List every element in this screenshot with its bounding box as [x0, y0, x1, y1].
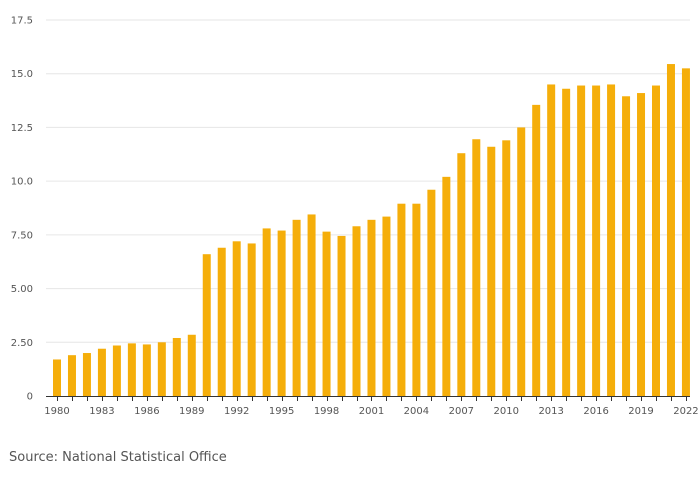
x-tick-label: 1989	[179, 406, 204, 417]
bar-1982	[82, 353, 91, 396]
bar-1983	[97, 348, 106, 396]
bar-2019	[637, 93, 646, 397]
bar-2015	[577, 85, 586, 396]
bar-1997	[307, 214, 316, 396]
bar-chart: 0 2.50 5.00 7.50 10.0 12.5 15.0 17.5 1980 1983 198…	[11, 16, 699, 418]
y-tick-label: 0	[27, 392, 33, 403]
x-tick-label: 1995	[269, 406, 294, 417]
bar-2008	[472, 139, 481, 396]
y-tick-label: 17.5	[11, 16, 33, 27]
axes: 0 2.50 5.00 7.50 10.0 12.5 15.0 17.5 1980 1983 198…	[11, 16, 699, 418]
x-tick-label: 2001	[359, 406, 384, 417]
bar-1980	[53, 359, 61, 396]
bar-1999	[337, 235, 346, 396]
bar-2011	[517, 127, 526, 396]
bar-2001	[367, 219, 376, 396]
bar-1995	[277, 230, 286, 396]
bar-1984	[112, 345, 121, 396]
bar-2020	[652, 85, 660, 396]
bar-2002	[382, 216, 391, 396]
bar-1989	[187, 334, 196, 396]
bar-2016	[592, 85, 601, 396]
bar-1996	[292, 219, 301, 396]
bar-2013	[547, 84, 556, 396]
bar-1994	[262, 228, 271, 396]
bar-2000	[352, 226, 361, 396]
x-tick-label: 2016	[583, 406, 608, 417]
x-tick-label: 1980	[44, 406, 69, 417]
bar-2022	[681, 68, 690, 396]
x-tick-label: 2010	[494, 406, 519, 417]
bar-1987	[157, 342, 166, 396]
y-tick-label: 7.50	[11, 230, 33, 241]
y-tick-label: 15.0	[11, 69, 33, 80]
bar-2007	[457, 153, 466, 396]
bar-2003	[397, 203, 406, 396]
bar-1998	[322, 231, 331, 396]
y-tick-label: 12.5	[11, 123, 33, 134]
y-tick-label: 5.00	[11, 284, 33, 295]
bar-1992	[232, 241, 241, 396]
bar-2004	[412, 203, 421, 396]
x-tick-label: 2013	[538, 406, 563, 417]
x-tick-label: 2004	[404, 406, 429, 417]
bar-1988	[172, 337, 181, 396]
bar-1991	[217, 247, 226, 396]
source-note: Source: National Statistical Office	[9, 450, 227, 465]
bar-1986	[142, 344, 151, 396]
bar-2021	[666, 64, 675, 396]
x-tick-label: 1983	[89, 406, 114, 417]
bar-2006	[442, 176, 451, 396]
bar-1993	[247, 243, 256, 396]
x-tick-label: 1992	[224, 406, 249, 417]
x-tick-label: 1998	[314, 406, 339, 417]
x-tick-label: 1986	[134, 406, 159, 417]
y-tick-label: 10.0	[11, 177, 33, 188]
bar-1981	[67, 355, 76, 396]
y-tick-label: 2.50	[11, 338, 33, 349]
bars	[53, 64, 690, 397]
x-tick-label: 2022	[673, 406, 698, 417]
bar-2014	[562, 88, 571, 397]
bar-2012	[532, 104, 541, 397]
x-tick-label: 2007	[449, 406, 474, 417]
x-tick-label: 2019	[628, 406, 653, 417]
bar-1985	[127, 343, 136, 396]
bar-2009	[487, 146, 496, 396]
bar-2005	[427, 189, 436, 396]
bar-2010	[502, 140, 511, 396]
bar-1990	[202, 254, 211, 396]
bar-2017	[607, 84, 616, 396]
bar-2018	[622, 96, 631, 396]
